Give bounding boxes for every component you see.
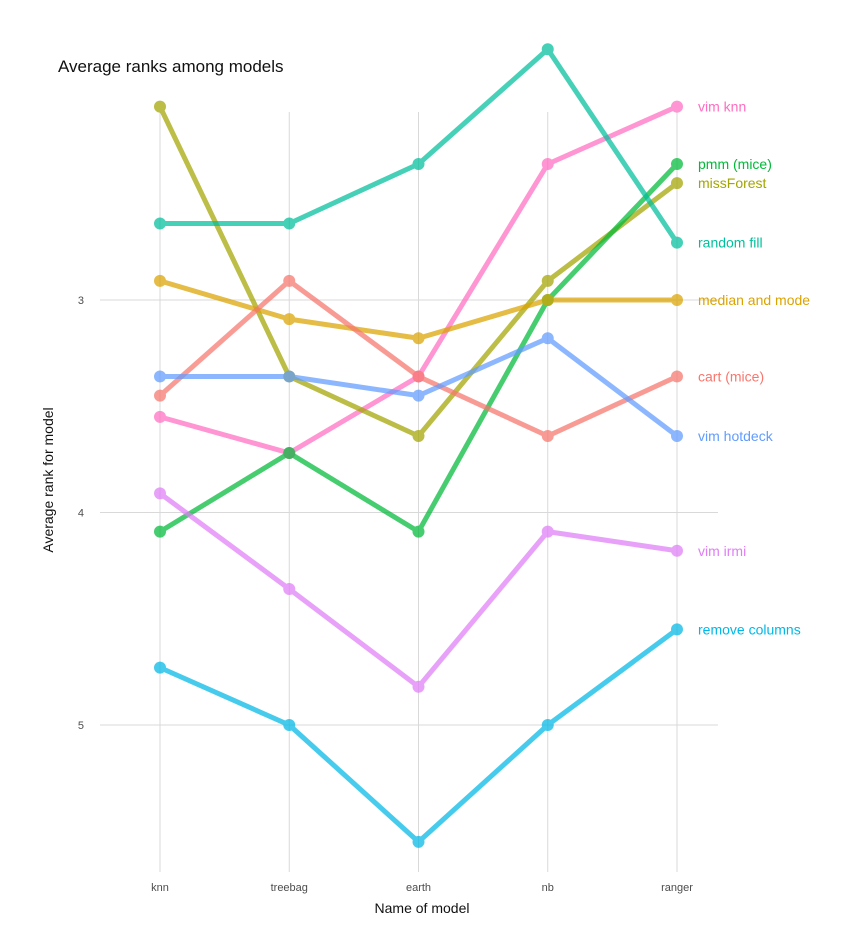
data-point-pmm-mice	[283, 447, 296, 459]
data-point-cart-mice	[541, 430, 554, 442]
data-point-random-fill	[283, 217, 296, 230]
data-point-vim-irmi	[412, 680, 425, 693]
data-point-random-fill	[412, 158, 425, 170]
data-point-cart-mice	[154, 389, 166, 402]
data-point-vim-irmi	[283, 583, 296, 595]
x-tick-label: knn	[151, 882, 169, 894]
data-point-cart-mice	[412, 370, 425, 383]
series-random-fill	[154, 43, 683, 249]
data-point-remove-columns	[154, 661, 166, 674]
y-tick-label: 3	[78, 295, 84, 307]
data-point-pmm-mice	[412, 525, 425, 538]
data-point-random-fill	[671, 236, 683, 249]
x-tick-label: ranger	[661, 882, 693, 894]
data-point-pmm-mice	[154, 525, 166, 538]
x-tick-label: earth	[406, 882, 431, 894]
data-point-median-and-mode	[671, 294, 683, 306]
data-point-vim-knn	[671, 100, 683, 113]
data-point-vim-irmi	[671, 544, 683, 557]
data-point-missforest	[412, 430, 425, 442]
data-point-vim-hotdeck	[541, 332, 554, 345]
data-point-median-and-mode	[412, 332, 425, 345]
series-cart-mice	[154, 274, 683, 442]
y-tick-label: 4	[78, 508, 84, 520]
data-point-missforest	[541, 274, 554, 287]
series-median-and-mode	[154, 274, 683, 345]
data-point-missforest	[154, 100, 166, 113]
data-point-median-and-mode	[283, 313, 296, 326]
data-point-cart-mice	[283, 274, 296, 287]
series-label-pmm-mice: pmm (mice)	[698, 156, 772, 172]
data-point-median-and-mode	[541, 294, 554, 306]
x-tick-label: nb	[542, 882, 554, 894]
series-label-median-and-mode: median and mode	[698, 292, 810, 308]
data-point-median-and-mode	[154, 274, 166, 287]
data-point-remove-columns	[412, 835, 425, 848]
data-point-missforest	[671, 177, 683, 190]
series-vim-hotdeck	[154, 332, 683, 442]
series-vim-irmi	[154, 487, 683, 693]
data-point-vim-hotdeck	[412, 389, 425, 402]
data-point-vim-irmi	[154, 487, 166, 500]
x-axis-title: Name of model	[374, 900, 470, 916]
data-point-vim-knn	[541, 158, 554, 170]
series-label-random-fill: random fill	[698, 235, 763, 251]
data-point-vim-hotdeck	[283, 370, 296, 383]
series-label-missforest: missForest	[698, 175, 767, 191]
series-label-cart-mice: cart (mice)	[698, 369, 764, 385]
x-tick-label: treebag	[271, 882, 308, 894]
data-point-vim-hotdeck	[154, 370, 166, 383]
data-point-pmm-mice	[671, 158, 683, 170]
data-point-random-fill	[154, 217, 166, 230]
data-point-vim-hotdeck	[671, 430, 683, 442]
y-tick-label: 5	[78, 720, 84, 732]
data-point-remove-columns	[283, 719, 296, 731]
data-point-vim-knn	[154, 410, 166, 423]
series-label-remove-columns: remove columns	[698, 621, 801, 637]
data-point-remove-columns	[671, 623, 683, 636]
series-label-vim-hotdeck: vim hotdeck	[698, 428, 774, 444]
data-point-cart-mice	[671, 370, 683, 383]
data-point-vim-irmi	[541, 525, 554, 538]
chart-title: Average ranks among models	[58, 57, 284, 76]
series-label-vim-knn: vim knn	[698, 99, 746, 115]
series-remove-columns	[154, 623, 683, 848]
series-label-vim-irmi: vim irmi	[698, 543, 746, 559]
data-point-random-fill	[541, 43, 554, 56]
data-point-remove-columns	[541, 719, 554, 731]
